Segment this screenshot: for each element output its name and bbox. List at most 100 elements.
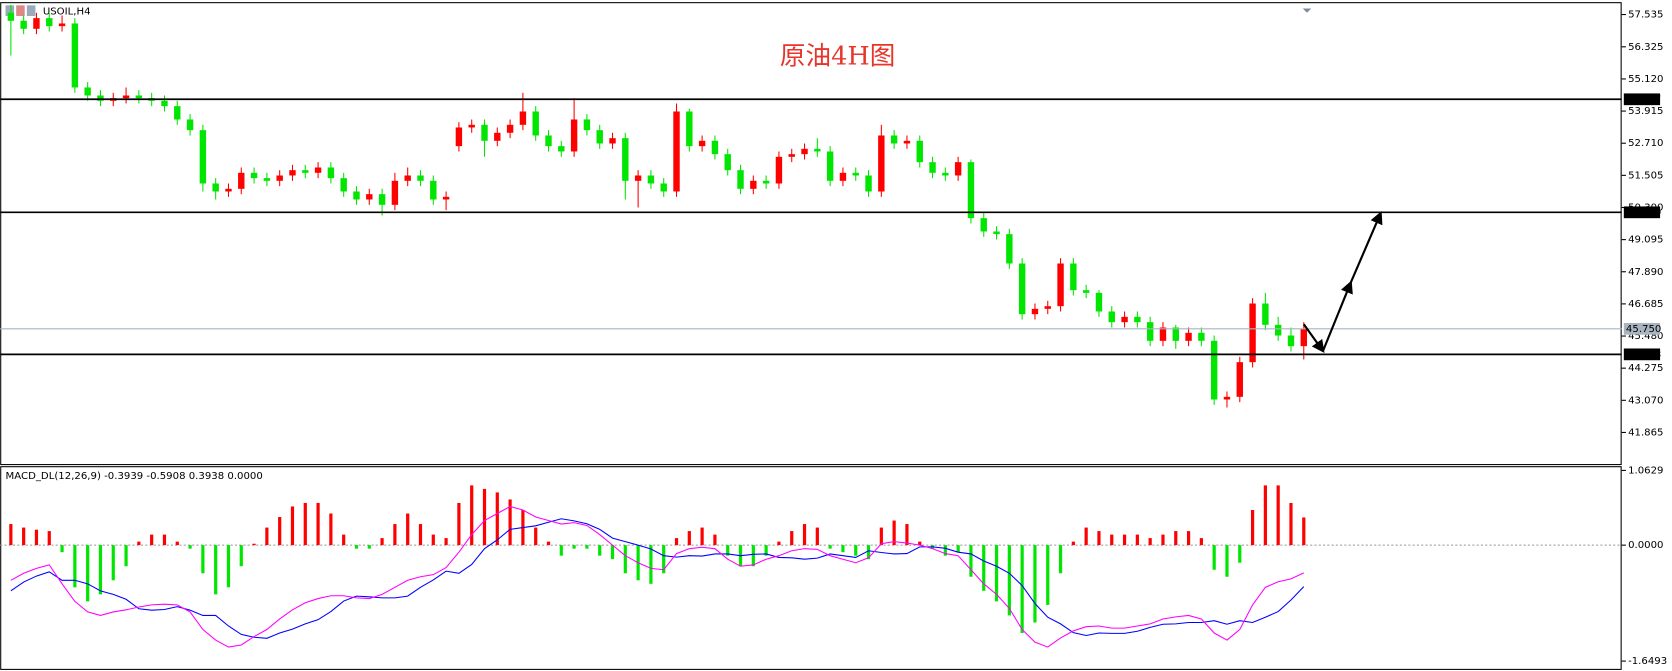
candle-body (404, 175, 411, 181)
current-price-box (1623, 322, 1661, 335)
histogram-bar (1020, 545, 1024, 634)
candle-body (46, 18, 53, 27)
candle-body (238, 172, 245, 189)
candle-body (468, 124, 475, 128)
histogram-bar (649, 545, 653, 584)
histogram-bar (726, 545, 730, 556)
histogram-bar (674, 538, 679, 546)
histogram-bar (687, 531, 691, 546)
histogram-bar (303, 502, 307, 546)
candle-body (583, 119, 591, 131)
candle-body (711, 140, 719, 155)
candle-body (545, 135, 552, 147)
shift-marker (1302, 8, 1312, 13)
candle-body (276, 175, 283, 181)
candle-body (327, 167, 335, 179)
y-tick-label: 46.685 (1628, 299, 1663, 310)
candle-body (1172, 327, 1179, 341)
histogram-bar (175, 541, 179, 546)
candle-body (20, 20, 27, 29)
candle-body (135, 95, 143, 99)
histogram-bar (1199, 538, 1203, 546)
histogram-bar (1212, 545, 1216, 570)
histogram-bar (1250, 509, 1255, 546)
histogram-bar (22, 527, 26, 546)
candle-body (97, 95, 104, 101)
candle-body (762, 180, 770, 184)
histogram-bar (444, 538, 448, 546)
y-tick-label: 0.0000 (1628, 540, 1663, 551)
histogram-bar (482, 488, 487, 546)
signal-line (10, 518, 1305, 639)
candle-body (954, 162, 962, 176)
candle-body (865, 175, 872, 192)
candle-body (852, 172, 859, 176)
candle-body (1095, 292, 1103, 312)
histogram-bar (1058, 545, 1063, 574)
symbol-icon (26, 5, 36, 17)
candle-body (58, 23, 66, 27)
candle-body (1300, 328, 1307, 347)
candle-body (314, 167, 322, 173)
level-box (1623, 93, 1661, 106)
price-panel (0, 2, 1622, 466)
histogram-bar (457, 502, 461, 546)
histogram-bar (124, 545, 128, 567)
histogram-bar (1238, 545, 1242, 563)
level-box (1623, 348, 1661, 361)
histogram-bar (1033, 545, 1037, 623)
candle-body (1082, 290, 1090, 293)
histogram-bar (329, 513, 333, 546)
histogram-bar (546, 541, 551, 546)
candle-body (839, 172, 847, 181)
candle-body (724, 154, 731, 171)
candle-body (1223, 396, 1231, 400)
candle-body (7, 12, 15, 21)
histogram-bar (700, 527, 704, 546)
histogram-bar (1289, 502, 1293, 546)
histogram-bar (252, 543, 256, 546)
histogram-bar (47, 531, 51, 546)
candle-body (1287, 335, 1295, 347)
level-label: 54.357 (1626, 94, 1661, 105)
candle-body (1198, 332, 1205, 341)
candle-body (353, 191, 360, 200)
histogram-bar (662, 545, 666, 574)
candle-body (1006, 234, 1013, 264)
histogram-bar (150, 534, 154, 546)
candle-body (1274, 324, 1282, 336)
histogram-bar (1276, 485, 1280, 546)
candle-body (1210, 340, 1218, 400)
candle-body (570, 119, 578, 152)
histogram-bar (1263, 485, 1267, 546)
histogram-bar (60, 545, 64, 553)
candle-body (161, 100, 168, 107)
histogram-bar (879, 527, 883, 546)
histogram-bar (470, 485, 474, 546)
candle-body (1249, 303, 1256, 363)
candle-body (455, 127, 463, 147)
histogram-bar (226, 545, 231, 588)
candle-body (686, 111, 693, 147)
histogram-bar (98, 545, 103, 595)
level-label: 44.793 (1626, 349, 1661, 360)
histogram-bar (751, 545, 755, 567)
forecast-arrow (1321, 280, 1353, 352)
candle-body (673, 111, 680, 192)
histogram-bar (86, 545, 90, 602)
histogram-bar (367, 545, 371, 549)
symbol-label: USOIL,H4 (43, 7, 91, 18)
candle-body (481, 124, 488, 141)
histogram-bar (598, 545, 602, 556)
histogram-bar (1097, 531, 1101, 546)
histogram-bar (9, 524, 13, 546)
candle-body (788, 154, 795, 157)
histogram-bar (815, 527, 819, 546)
candle-body (378, 194, 386, 205)
candle-body (71, 23, 79, 88)
histogram-bar (956, 545, 960, 553)
candle-body (84, 87, 91, 96)
candle-body (596, 130, 603, 144)
histogram-bar (214, 545, 218, 595)
histogram-bar (1161, 534, 1165, 546)
